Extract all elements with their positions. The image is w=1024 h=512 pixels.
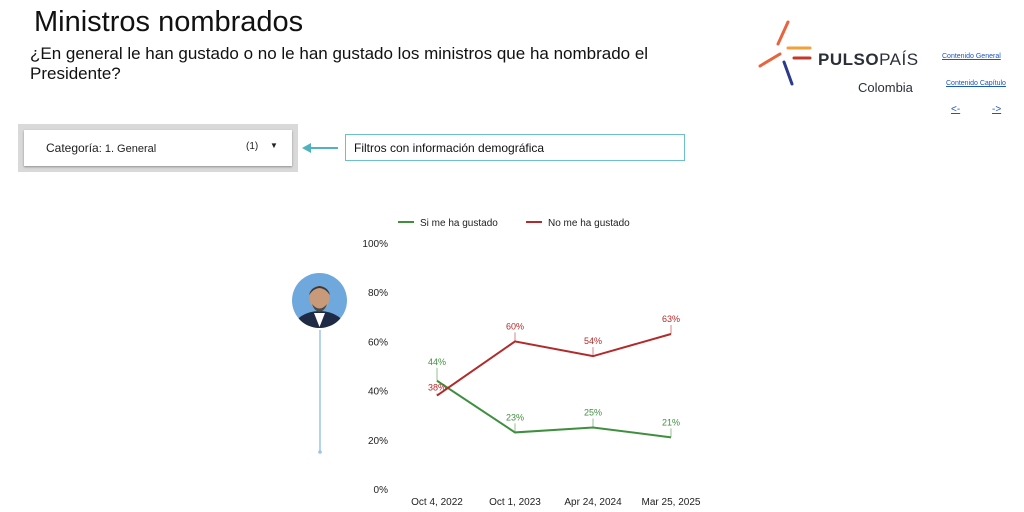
x-tick-label: Oct 4, 2022 <box>411 497 463 508</box>
y-axis: 0% 20% 40% 60% 80% 100% <box>362 239 388 496</box>
data-label: 38% <box>428 383 446 393</box>
category-filter-panel: Categoría: 1. General (1) ▼ <box>18 124 298 172</box>
contenido-capitulo-link[interactable]: Contenido Capítulo <box>946 80 1006 87</box>
data-label: 60% <box>506 321 524 331</box>
pulsopais-logo: PULSOPAÍS Colombia <box>754 18 934 98</box>
avatar-timeline-dot <box>318 450 322 454</box>
y-tick-label: 100% <box>362 239 388 250</box>
demographic-filters-text: Filtros con información demográfica <box>354 141 545 155</box>
chart-legend: Si me ha gustado No me ha gustado <box>398 218 630 229</box>
category-filter-dropdown[interactable]: Categoría: 1. General (1) ▼ <box>24 130 292 166</box>
data-label: 63% <box>662 314 680 324</box>
survey-question: ¿En general le han gustado o no le han g… <box>30 44 649 83</box>
legend-entry: No me ha gustado <box>548 218 630 229</box>
y-tick-label: 60% <box>368 337 388 348</box>
x-tick-label: Apr 24, 2024 <box>564 497 622 508</box>
data-label: 54% <box>584 336 602 346</box>
category-filter-value: 1. General <box>104 143 157 155</box>
data-label: 21% <box>662 417 680 427</box>
chart-series: 44% 23% 25% 21% 38% 60% 54% 63% <box>428 314 680 439</box>
category-filter-count: (1) <box>246 141 259 152</box>
data-label: 44% <box>428 357 446 367</box>
page-title: Ministros nombrados <box>34 6 304 38</box>
y-tick-label: 20% <box>368 436 388 447</box>
series-line <box>436 379 672 439</box>
y-tick-label: 80% <box>368 288 388 299</box>
demographic-filters-note: Filtros con información demográfica <box>345 134 685 161</box>
data-label: 23% <box>506 412 524 422</box>
x-tick-label: Oct 1, 2023 <box>489 497 541 508</box>
president-avatar <box>292 273 347 328</box>
y-tick-label: 0% <box>374 485 389 496</box>
x-axis: Oct 4, 2022 Oct 1, 2023 Apr 24, 2024 Mar 25… <box>411 497 701 508</box>
pulsopais-logo-icon <box>758 20 812 86</box>
series-line <box>436 333 672 397</box>
y-tick-label: 40% <box>368 387 388 398</box>
logo-subtitle: Colombia <box>858 80 913 95</box>
data-label: 25% <box>584 408 602 418</box>
category-filter-label: Categoría: 1. General <box>46 141 157 155</box>
x-tick-label: Mar 25, 2025 <box>642 497 701 508</box>
arrow-left-icon <box>302 143 338 153</box>
logo-brand: PULSOPAÍS <box>818 50 919 69</box>
next-page-link[interactable]: -> <box>992 104 1002 115</box>
legend-entry: Si me ha gustado <box>420 218 498 229</box>
caret-down-icon: ▼ <box>270 141 278 150</box>
contenido-general-link[interactable]: Contenido General <box>942 53 1001 60</box>
prev-page-link[interactable]: <- <box>951 104 961 115</box>
